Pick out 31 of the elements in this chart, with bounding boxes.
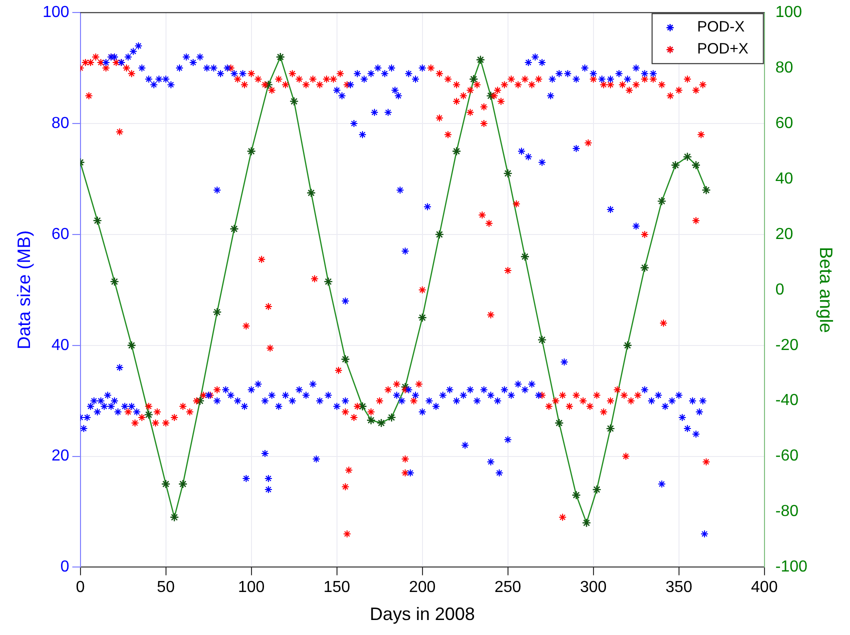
y2-tick-label: 80 [775, 59, 794, 76]
y2-tick-label: -60 [775, 448, 799, 465]
y2-tick-label: -20 [775, 336, 799, 354]
y2-tick-label: -100 [775, 558, 808, 576]
y2-tick-label: 20 [775, 226, 794, 243]
y-tick-label: 20 [52, 448, 70, 465]
y-axis-title: Data size (MB) [14, 230, 34, 350]
x-tick-label: 200 [408, 579, 436, 596]
y-tick-label: 100 [42, 4, 70, 22]
x-tick-label: 50 [156, 579, 175, 596]
x-tick-label: 150 [323, 579, 350, 596]
legend-label: POD+X [697, 40, 748, 58]
y-tick-label: 0 [60, 558, 70, 576]
y2-tick-label: 40 [775, 170, 794, 188]
y2-tick-label: 0 [775, 281, 784, 298]
y-tick-label: 60 [52, 226, 70, 243]
y2-axis-title: Beta angle [816, 246, 836, 333]
y2-tick-label: -40 [775, 392, 799, 410]
x-tick-label: 250 [494, 579, 522, 596]
x-tick-label: 100 [238, 579, 265, 596]
x-tick-label: 400 [751, 579, 778, 596]
x-tick-label: 0 [76, 579, 85, 596]
y2-tick-label: 60 [775, 114, 794, 132]
y-tick-label: 80 [52, 114, 70, 132]
y2-tick-label: 100 [775, 4, 802, 22]
x-axis-title: Days in 2008 [370, 604, 475, 624]
y-tick-label: 40 [52, 336, 70, 354]
legend-label: POD-X [697, 18, 745, 36]
x-tick-label: 350 [666, 579, 692, 596]
y2-tick-label: -80 [775, 503, 799, 520]
x-tick-label: 300 [580, 579, 607, 596]
